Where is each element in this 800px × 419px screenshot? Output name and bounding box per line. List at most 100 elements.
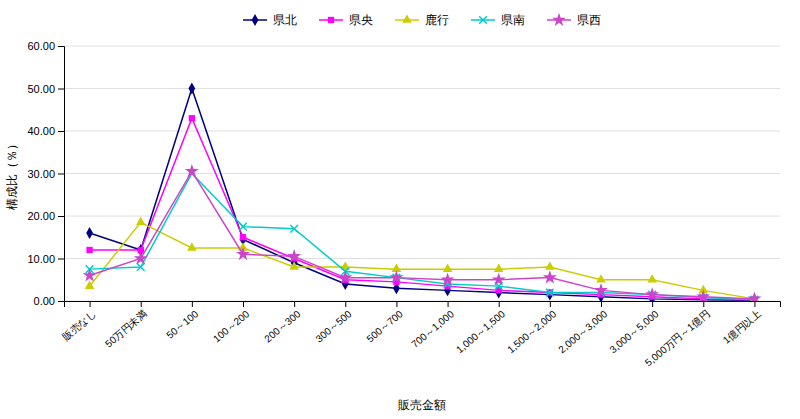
point — [290, 225, 298, 233]
legend-item: 県西 — [547, 13, 601, 28]
tick-mark — [754, 301, 755, 307]
series-line — [90, 222, 755, 299]
point — [185, 164, 199, 177]
point — [134, 251, 148, 264]
tick-label: 60.00 — [27, 40, 55, 52]
x-tick: 1,500～2,000 — [505, 301, 558, 355]
x-tick: 100～200 — [211, 301, 252, 344]
tick-mark — [58, 46, 64, 47]
tick-label: 20.00 — [27, 210, 55, 222]
point — [289, 261, 299, 269]
tick-label: 5,000万円～1億円 — [643, 308, 712, 368]
x-axis: 販売なし50万円未満 50～100 100～200 200～300300～500 500… — [60, 301, 780, 368]
tick-mark — [58, 216, 64, 217]
tick-label: 700～1,000 — [409, 308, 456, 350]
point — [189, 115, 195, 121]
x-tick: 2,000～3,000 — [556, 301, 609, 355]
point — [236, 247, 250, 260]
x-tick: 300～500 — [313, 301, 354, 344]
point — [596, 274, 606, 282]
tick-mark — [550, 301, 551, 307]
tick-mark — [58, 301, 64, 302]
legend-item: 県南 — [471, 13, 525, 27]
tick-label: 1,500～2,000 — [505, 308, 558, 355]
tick-mark — [58, 259, 64, 260]
chart-container: 0.0010.0020.0030.0040.0050.0060.00販売なし50… — [0, 0, 800, 419]
point — [546, 289, 553, 301]
legend-item: 県北 — [243, 13, 297, 27]
x-tick: 1,000～1,500 — [454, 301, 507, 355]
tick-mark — [294, 301, 295, 307]
x-tick: 1億円以上 — [721, 301, 763, 346]
tick-mark — [90, 301, 91, 307]
series — [86, 83, 758, 301]
tick-mark — [58, 174, 64, 175]
y-tick: 60.00 — [27, 40, 64, 52]
plot: 0.0010.0020.0030.0040.0050.0060.00販売なし50… — [27, 40, 780, 368]
tick-mark — [141, 301, 142, 307]
point — [136, 217, 146, 225]
legend-marker — [402, 14, 412, 22]
grid-line — [64, 131, 780, 132]
point — [239, 223, 247, 231]
tick-mark — [58, 131, 64, 132]
x-axis-title: 販売金額 — [398, 398, 446, 412]
point — [545, 261, 555, 269]
tick-label: 50～100 — [164, 308, 200, 341]
point — [338, 270, 352, 283]
series — [86, 115, 757, 301]
x-tick: 3,000～5,000 — [607, 301, 660, 355]
series-line — [90, 118, 755, 299]
tick-mark — [601, 301, 602, 307]
axis-line — [58, 47, 65, 302]
tick-label: 500～700 — [364, 308, 405, 345]
tick-label: 0.00 — [34, 295, 55, 307]
grid-line — [64, 258, 780, 259]
x-tick: 500～700 — [364, 301, 405, 344]
legend-marker — [479, 16, 487, 24]
x-tick: 50万円未満 — [103, 301, 149, 349]
x-tick: 5,000万円～1億円 — [643, 301, 712, 368]
point — [287, 249, 301, 262]
axis-line — [65, 302, 781, 308]
marks — [83, 83, 762, 301]
point — [86, 247, 92, 253]
x-tick: 200～300 — [262, 301, 303, 344]
tick-label: 100～200 — [211, 308, 252, 345]
tick-mark — [703, 301, 704, 307]
series — [85, 217, 759, 301]
y-tick: 20.00 — [27, 210, 64, 222]
y-tick: 30.00 — [27, 168, 64, 180]
legend-label: 県西 — [577, 13, 601, 27]
grid-line — [64, 216, 780, 217]
legend-item: 県央 — [319, 13, 373, 27]
point — [696, 289, 710, 301]
point — [546, 289, 554, 297]
tick-label: 40.00 — [27, 125, 55, 137]
point — [747, 292, 761, 301]
tick-label: 3,000～5,000 — [607, 308, 660, 355]
grid-line — [64, 173, 780, 174]
legend-marker — [552, 13, 566, 26]
y-tick: 40.00 — [27, 125, 64, 137]
point — [441, 272, 455, 285]
legend-marker — [252, 14, 259, 26]
tick-label: 30.00 — [27, 168, 55, 180]
y-tick: 0.00 — [34, 295, 64, 307]
legend-marker — [328, 17, 334, 23]
x-tick: 50～100 — [164, 301, 200, 341]
y-axis-title: 構成比（％） — [5, 138, 19, 210]
legend: 県北 県央 鹿行 県南 県西 — [243, 13, 601, 28]
tick-label: 販売なし — [60, 308, 98, 342]
tick-mark — [652, 301, 653, 307]
point — [86, 227, 93, 239]
point — [187, 242, 197, 250]
series-line — [90, 89, 755, 301]
tick-label: 10.00 — [27, 253, 55, 265]
legend-label: 県央 — [349, 13, 373, 27]
point — [647, 274, 657, 282]
point — [645, 287, 659, 300]
legend-item: 鹿行 — [395, 13, 449, 27]
x-tick: 700～1,000 — [409, 301, 456, 350]
x-tick: 販売なし — [60, 301, 98, 342]
